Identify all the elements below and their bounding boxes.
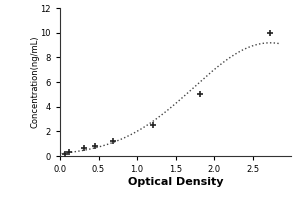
Y-axis label: Concentration(ng/mL): Concentration(ng/mL) [30, 36, 39, 128]
X-axis label: Optical Density: Optical Density [128, 177, 223, 187]
